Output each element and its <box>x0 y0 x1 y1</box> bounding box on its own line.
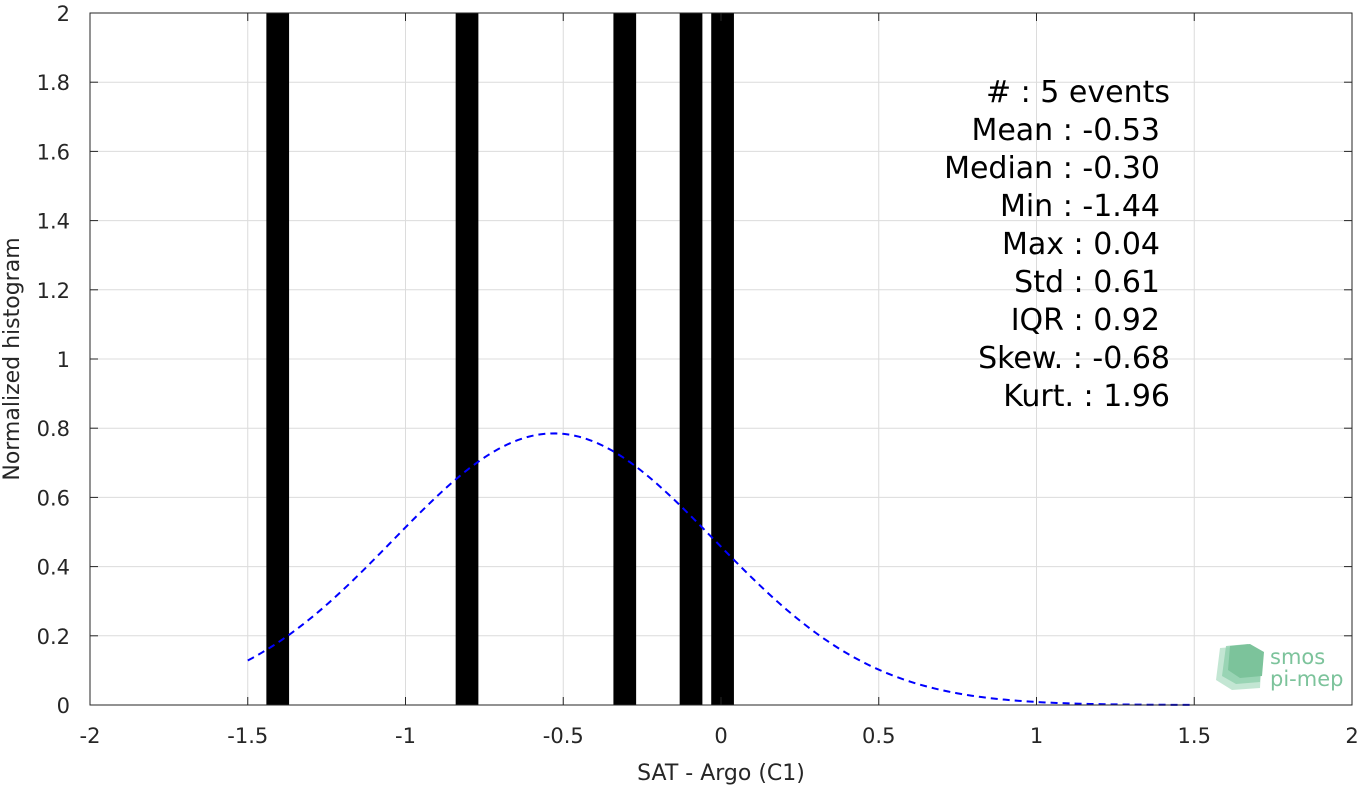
logo-layers-icon <box>1216 644 1264 690</box>
stat-line: # : 5 events <box>986 75 1170 110</box>
smos-pimep-logo: smos pi-mep <box>1216 644 1343 691</box>
y-tick-label: 0.8 <box>37 417 70 441</box>
y-tick-label: 1.4 <box>37 210 70 234</box>
histogram-bar <box>455 13 479 705</box>
x-axis-ticks: -2 -1.5 -1 -0.5 0 0.5 1 1.5 2 <box>80 13 1359 748</box>
histogram-bar <box>679 13 703 705</box>
stat-line: Kurt. : 1.96 <box>1003 379 1170 414</box>
y-tick-label: 0 <box>57 694 70 718</box>
y-tick-label: 1 <box>57 348 70 372</box>
y-tick-label: 0.4 <box>37 556 70 580</box>
x-tick-label: -1.5 <box>227 724 268 748</box>
y-axis-ticks: 0 0.2 0.4 0.6 0.8 1 1.2 1.4 1.6 1.8 2 <box>37 2 1352 718</box>
y-tick-label: 0.2 <box>37 625 70 649</box>
x-tick-label: 0 <box>714 724 727 748</box>
histogram-bars <box>266 13 734 705</box>
histogram-bar <box>613 13 637 705</box>
x-tick-label: -1 <box>395 724 416 748</box>
stat-line: Max : 0.04 <box>1002 227 1160 262</box>
stat-line: Skew. : -0.68 <box>978 341 1170 376</box>
y-tick-label: 1.2 <box>37 279 70 303</box>
normal-fit-curve <box>247 432 1195 706</box>
y-axis-label: Normalized histogram <box>0 237 25 480</box>
stat-line: Std : 0.61 <box>1014 265 1160 300</box>
logo-line1: smos <box>1270 645 1325 669</box>
x-tick-label: -2 <box>80 724 101 748</box>
x-tick-label: 0.5 <box>862 724 895 748</box>
stat-line: Mean : -0.53 <box>971 113 1160 148</box>
y-tick-label: 0.6 <box>37 486 70 510</box>
histogram-bar <box>711 13 734 705</box>
logo-line2: pi-mep <box>1270 667 1343 691</box>
x-tick-label: 2 <box>1345 724 1358 748</box>
y-tick-label: 1.6 <box>37 140 70 164</box>
x-axis-label: SAT - Argo (C1) <box>637 761 805 786</box>
y-tick-label: 2 <box>57 2 70 26</box>
x-tick-label: 1 <box>1030 724 1043 748</box>
histogram-bar <box>266 13 290 705</box>
x-tick-label: -0.5 <box>543 724 584 748</box>
stat-line: IQR : 0.92 <box>1011 303 1160 338</box>
stat-line: Min : -1.44 <box>1000 189 1160 224</box>
x-tick-label: 1.5 <box>1178 724 1211 748</box>
stat-line: Median : -0.30 <box>944 151 1160 186</box>
y-tick-label: 1.8 <box>37 71 70 95</box>
